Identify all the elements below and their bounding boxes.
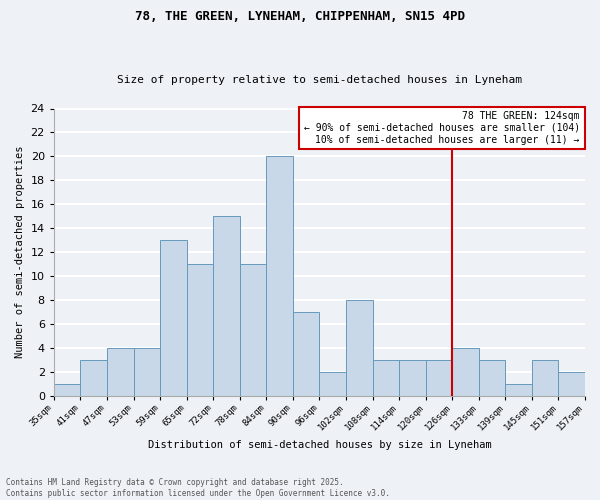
Bar xyxy=(373,360,399,396)
Bar xyxy=(240,264,266,396)
Bar xyxy=(187,264,213,396)
Bar xyxy=(479,360,505,396)
Bar xyxy=(80,360,107,396)
Bar xyxy=(559,372,585,396)
Title: Size of property relative to semi-detached houses in Lyneham: Size of property relative to semi-detach… xyxy=(117,76,522,86)
Bar xyxy=(107,348,134,396)
Bar xyxy=(425,360,452,396)
Text: 78, THE GREEN, LYNEHAM, CHIPPENHAM, SN15 4PD: 78, THE GREEN, LYNEHAM, CHIPPENHAM, SN15… xyxy=(135,10,465,23)
Text: 78 THE GREEN: 124sqm
← 90% of semi-detached houses are smaller (104)
10% of semi: 78 THE GREEN: 124sqm ← 90% of semi-detac… xyxy=(304,112,580,144)
Bar xyxy=(266,156,293,396)
Bar xyxy=(346,300,373,396)
X-axis label: Distribution of semi-detached houses by size in Lyneham: Distribution of semi-detached houses by … xyxy=(148,440,491,450)
Bar xyxy=(505,384,532,396)
Bar xyxy=(293,312,319,396)
Bar xyxy=(532,360,559,396)
Bar xyxy=(54,384,80,396)
Bar xyxy=(399,360,425,396)
Y-axis label: Number of semi-detached properties: Number of semi-detached properties xyxy=(15,146,25,358)
Bar xyxy=(213,216,240,396)
Bar xyxy=(134,348,160,396)
Bar xyxy=(319,372,346,396)
Bar xyxy=(160,240,187,396)
Bar xyxy=(452,348,479,396)
Text: Contains HM Land Registry data © Crown copyright and database right 2025.
Contai: Contains HM Land Registry data © Crown c… xyxy=(6,478,390,498)
